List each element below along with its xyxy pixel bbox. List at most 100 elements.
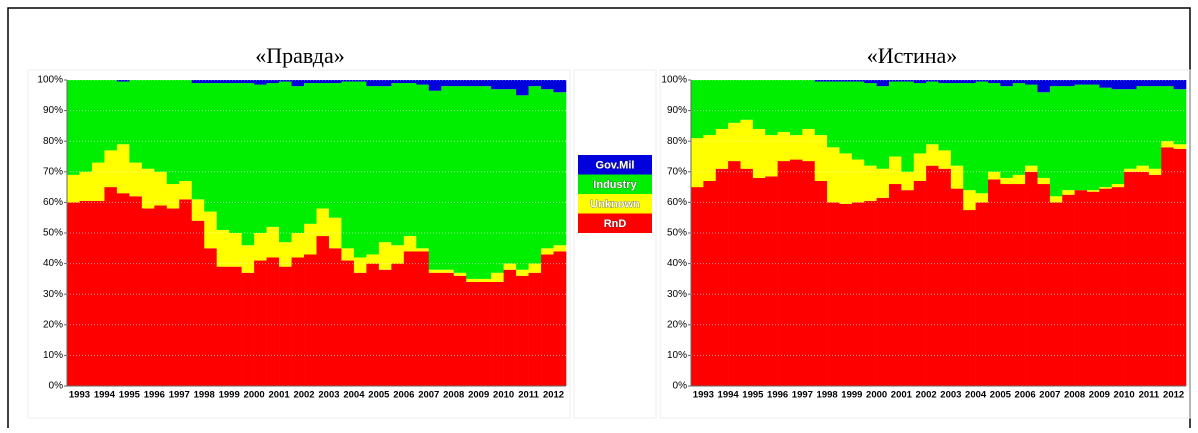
bar-segment bbox=[378, 86, 392, 243]
x-tick-label: 2003 bbox=[940, 390, 961, 401]
bar-segment bbox=[839, 203, 853, 386]
x-tick-label: 2003 bbox=[318, 390, 339, 401]
bar-segment bbox=[864, 165, 877, 201]
bar-segment bbox=[116, 144, 130, 194]
bar-segment bbox=[204, 80, 217, 84]
bar-segment bbox=[827, 80, 840, 82]
y-tick-label: 30% bbox=[43, 289, 63, 300]
bar-segment bbox=[266, 226, 280, 258]
bar-segment bbox=[988, 171, 1001, 180]
bar-segment bbox=[79, 80, 93, 172]
panel bbox=[27, 69, 571, 419]
bar-segment bbox=[752, 128, 766, 178]
bar-segment bbox=[1037, 80, 1051, 93]
bar-segment bbox=[777, 80, 791, 133]
bar-segment bbox=[691, 138, 704, 188]
bar-segment bbox=[391, 80, 405, 84]
bar-segment bbox=[851, 159, 865, 203]
bar-segment bbox=[740, 119, 754, 169]
bar-segment bbox=[279, 80, 292, 82]
bar-segment bbox=[839, 80, 853, 82]
bar-segment bbox=[453, 272, 467, 276]
bar-segment bbox=[1025, 80, 1038, 85]
x-tick-label: 2006 bbox=[393, 390, 414, 401]
bar-segment bbox=[366, 80, 380, 87]
bar-segment bbox=[1161, 86, 1174, 142]
bar-segment bbox=[728, 122, 741, 162]
bar-segment bbox=[316, 236, 330, 386]
bar-segment bbox=[216, 83, 230, 230]
bar-segment bbox=[1049, 80, 1063, 87]
bar-segment bbox=[266, 257, 280, 386]
bar-segment bbox=[752, 177, 766, 386]
x-tick-label: 2005 bbox=[990, 390, 1012, 401]
bar-segment bbox=[316, 208, 330, 237]
bar-segment bbox=[528, 272, 542, 386]
bar-segment bbox=[1062, 190, 1075, 195]
y-tick-label: 90% bbox=[43, 105, 63, 116]
x-tick-label: 2007 bbox=[418, 390, 439, 401]
legend-swatch bbox=[578, 194, 652, 214]
bar-segment bbox=[353, 257, 367, 273]
bar-segment bbox=[229, 83, 242, 233]
bar-segment bbox=[1087, 191, 1100, 386]
bar-segment bbox=[141, 80, 155, 169]
bar-segment bbox=[553, 80, 567, 93]
bar-segment bbox=[963, 210, 976, 386]
bar-segment bbox=[441, 80, 455, 87]
bar-segment bbox=[516, 275, 529, 386]
bar-segment bbox=[728, 161, 741, 386]
bar-segment bbox=[926, 81, 939, 145]
bar-segment bbox=[154, 80, 168, 172]
bar-segment bbox=[790, 135, 803, 160]
bar-segment bbox=[416, 248, 430, 252]
bar-segment bbox=[926, 80, 939, 82]
x-tick-label: 2009 bbox=[468, 390, 489, 401]
bar-segment bbox=[839, 153, 853, 204]
x-tick-label: 2006 bbox=[1015, 390, 1036, 401]
bar-segment bbox=[777, 161, 791, 386]
bar-segment bbox=[790, 159, 803, 386]
bar-segment bbox=[516, 95, 529, 270]
bar-segment bbox=[104, 80, 118, 151]
bar-segment bbox=[116, 193, 130, 386]
panel bbox=[573, 69, 657, 419]
bar-segment bbox=[950, 83, 964, 166]
bar-segment bbox=[1037, 184, 1051, 386]
bar-segment bbox=[328, 80, 342, 84]
bar-segment bbox=[1099, 188, 1113, 386]
bar-segment bbox=[416, 251, 430, 386]
bar-segment bbox=[341, 260, 355, 386]
bar-segment bbox=[1161, 147, 1174, 386]
y-tick-label: 90% bbox=[667, 105, 687, 116]
x-tick-label: 2001 bbox=[891, 390, 913, 401]
bar-segment bbox=[91, 80, 105, 163]
bar-segment bbox=[1062, 86, 1075, 191]
bar-segment bbox=[765, 135, 778, 177]
bar-segment bbox=[1000, 86, 1014, 178]
y-tick-label: 40% bbox=[43, 258, 63, 269]
x-tick-label: 1994 bbox=[94, 390, 116, 401]
bar-segment bbox=[378, 80, 392, 87]
bar-segment bbox=[528, 86, 542, 264]
bar-segment bbox=[266, 83, 280, 227]
bar-segment bbox=[229, 233, 242, 267]
bar-segment bbox=[876, 168, 890, 198]
bar-segment bbox=[802, 128, 816, 162]
bar-segment bbox=[777, 132, 791, 162]
x-tick-label: 1999 bbox=[841, 390, 862, 401]
bar-segment bbox=[541, 89, 554, 249]
bar-segment bbox=[975, 81, 989, 194]
legend-swatch bbox=[578, 213, 652, 233]
bar-segment bbox=[827, 81, 840, 148]
x-tick-label: 1993 bbox=[69, 390, 90, 401]
x-tick-label: 2005 bbox=[368, 390, 390, 401]
bar-segment bbox=[428, 80, 442, 91]
x-tick-label: 2011 bbox=[1139, 390, 1160, 401]
bar-segment bbox=[179, 199, 193, 386]
bar-segment bbox=[938, 150, 952, 169]
bar-segment bbox=[691, 187, 704, 386]
bar-segment bbox=[703, 180, 717, 386]
bar-segment bbox=[279, 242, 292, 267]
y-tick-label: 70% bbox=[43, 166, 63, 177]
